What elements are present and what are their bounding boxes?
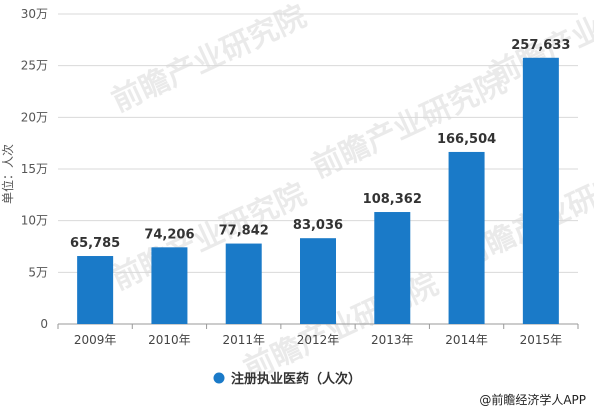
bar (448, 151, 485, 324)
y-tick-label: 0 (40, 317, 48, 331)
y-tick-label: 5万 (28, 265, 48, 279)
data-label: 83,036 (293, 218, 343, 233)
y-axis-label: 单位：人次 (0, 144, 15, 204)
x-tick-label: 2011年 (222, 333, 265, 347)
bar (300, 238, 336, 324)
x-tick-label: 2009年 (74, 333, 117, 347)
x-tick-label: 2013年 (371, 333, 414, 347)
watermark-text: 前瞻产业研究院 (107, 0, 312, 119)
y-tick-label: 15万 (21, 162, 48, 176)
legend: 注册执业医药（人次） (213, 371, 361, 387)
gridlines (58, 13, 578, 325)
y-axis-ticks: 0 5万 10万 15万 20万 25万 30万 (21, 7, 48, 331)
watermark-text: 前瞻产业研究院 (107, 177, 312, 297)
bar (151, 247, 188, 324)
watermark-text: 前瞻产业研究院 (239, 267, 444, 387)
y-tick-label: 30万 (21, 7, 48, 21)
bar (522, 57, 559, 324)
data-label: 74,206 (144, 227, 194, 242)
y-tick-label: 10万 (21, 214, 48, 228)
bar (77, 256, 114, 324)
x-tick-label: 2015年 (520, 333, 563, 347)
data-label: 108,362 (363, 192, 422, 207)
data-label: 65,785 (70, 236, 120, 251)
x-tick-label: 2010年 (148, 333, 191, 347)
data-label: 166,504 (437, 132, 496, 147)
watermark-layer: 前瞻产业研究院 前瞻产业研究院 前瞻产业研究院 前瞻产业研究院 前瞻产业研究院 … (107, 0, 594, 387)
data-label: 77,842 (219, 224, 269, 239)
bar (374, 212, 411, 324)
x-axis-ticks: 2009年 2010年 2011年 2012年 2013年 2014年 2015年 (57, 324, 579, 347)
bar (225, 243, 262, 324)
legend-marker (213, 372, 225, 384)
x-tick-label: 2014年 (445, 333, 488, 347)
data-label: 257,633 (511, 38, 570, 53)
bars: 65,785 74,206 77,842 83,036 108,362 166,504 25… (70, 38, 570, 324)
source-credit: @前瞻经济学人APP (479, 392, 586, 407)
y-tick-label: 25万 (21, 59, 48, 73)
x-tick-label: 2012年 (297, 333, 340, 347)
y-tick-label: 20万 (21, 110, 48, 124)
legend-label: 注册执业医药（人次） (231, 371, 361, 387)
